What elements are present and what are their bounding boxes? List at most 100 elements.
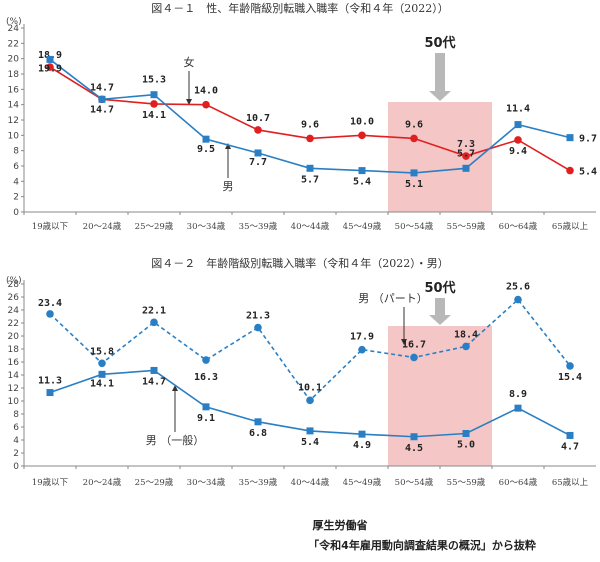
data-label: 21.3 — [246, 311, 270, 322]
x-tick-label: 40～44歳 — [291, 221, 330, 232]
data-label: 10.0 — [350, 116, 374, 127]
highlight-label: 50代 — [424, 35, 455, 51]
y-tick-label: 24 — [8, 24, 20, 34]
data-label: 14.7 — [90, 104, 114, 115]
y-axis-unit: (%) — [6, 276, 22, 286]
data-point — [150, 91, 158, 99]
data-label: 4.7 — [561, 441, 579, 452]
source-publisher: 厚生労働省 — [313, 518, 368, 532]
chart-title: 図４－２ 年齢階級別転職入職率（令和４年（2022）・男） — [151, 256, 449, 270]
y-tick-label: 18 — [8, 345, 20, 355]
data-label: 18.9 — [38, 50, 62, 61]
y-tick-label: 8 — [13, 147, 19, 157]
data-label: 15.8 — [90, 346, 114, 357]
data-point — [514, 136, 522, 144]
x-tick-label: 65歳以上 — [552, 477, 589, 488]
data-point — [566, 166, 574, 175]
data-label: 14.7 — [90, 82, 114, 93]
x-tick-label: 65歳以上 — [552, 221, 589, 232]
down-arrow-icon — [429, 298, 451, 325]
y-tick-label: 14 — [8, 371, 20, 381]
data-label: 5.4 — [353, 177, 371, 188]
data-label: 16.3 — [194, 372, 218, 383]
y-tick-label: 14 — [8, 101, 20, 111]
data-label: 7.3 — [457, 139, 475, 150]
y-tick-label: 0 — [13, 462, 19, 472]
data-point — [202, 135, 210, 143]
data-point — [566, 134, 574, 142]
highlight-band — [388, 326, 492, 466]
data-label: 17.9 — [350, 332, 374, 343]
data-label: 9.6 — [405, 119, 423, 130]
y-tick-label: 6 — [13, 423, 19, 433]
data-label: 9.4 — [509, 146, 527, 157]
x-tick-label: 50～54歳 — [395, 221, 434, 232]
y-tick-label: 18 — [8, 70, 20, 80]
data-point — [202, 403, 210, 411]
x-tick-label: 19歳以下 — [32, 221, 69, 232]
data-point — [202, 356, 210, 364]
data-point — [410, 169, 418, 177]
y-tick-label: 20 — [8, 332, 20, 342]
data-label: 14.1 — [90, 378, 114, 389]
data-point — [150, 366, 158, 374]
y-tick-label: 28 — [8, 280, 20, 290]
data-point — [410, 353, 418, 362]
data-point — [514, 121, 522, 129]
data-label: 5.4 — [301, 437, 319, 448]
x-tick-label: 60～64歳 — [499, 221, 538, 232]
data-point — [98, 359, 106, 368]
x-tick-label: 25～29歳 — [135, 221, 174, 232]
data-label: 5.1 — [405, 179, 423, 190]
data-label: 15.3 — [142, 75, 166, 86]
data-label: 5.0 — [457, 440, 475, 451]
y-tick-label: 12 — [8, 384, 19, 394]
data-label: 8.9 — [509, 389, 527, 400]
data-point — [46, 389, 54, 397]
data-point — [358, 345, 366, 354]
data-point — [410, 433, 418, 441]
x-tick-label: 55～59歳 — [447, 221, 486, 232]
y-tick-label: 2 — [13, 193, 19, 203]
data-label: 9.1 — [197, 413, 215, 424]
data-label: 14.0 — [194, 86, 218, 97]
x-tick-label: 60～64歳 — [499, 477, 538, 488]
data-point — [46, 55, 54, 63]
x-tick-label: 20～24歳 — [83, 477, 122, 488]
data-point — [98, 370, 106, 378]
chart-4-2: 図４－２ 年齢階級別転職入職率（令和４年（2022）・男） (%) 50代 男 … — [6, 256, 596, 488]
x-tick-label: 20～24歳 — [83, 221, 122, 232]
female-series-label: 女 — [184, 55, 195, 69]
data-label: 25.6 — [506, 282, 530, 293]
data-label: 7.7 — [249, 157, 267, 168]
data-label: 15.4 — [558, 372, 582, 383]
data-label: 11.4 — [506, 104, 530, 115]
male-series-label: 男 — [223, 180, 234, 193]
x-tick-label: 25～29歳 — [135, 477, 174, 488]
data-point — [46, 310, 54, 318]
data-point — [254, 126, 262, 134]
data-label: 18.4 — [454, 329, 478, 340]
data-label: 6.8 — [249, 428, 267, 439]
x-tick-label: 50～54歳 — [395, 477, 434, 488]
data-point — [358, 131, 366, 140]
general-series-label: 男 （一般） — [146, 434, 205, 447]
data-point — [566, 362, 574, 370]
data-point — [566, 431, 574, 439]
data-point — [98, 95, 106, 103]
data-point — [306, 164, 314, 172]
x-tick-label: 30～34歳 — [187, 477, 226, 488]
data-label: 10.7 — [246, 113, 270, 124]
data-point — [410, 134, 418, 143]
y-tick-label: 8 — [13, 410, 19, 420]
y-tick-label: 22 — [8, 39, 19, 49]
y-tick-label: 24 — [8, 306, 20, 316]
y-tick-label: 10 — [8, 397, 20, 407]
data-point — [306, 134, 314, 143]
data-point — [150, 318, 158, 327]
x-tick-label: 55～59歳 — [447, 477, 486, 488]
data-label: 5.4 — [579, 167, 597, 178]
data-point — [254, 323, 262, 332]
data-label: 14.1 — [142, 110, 166, 121]
